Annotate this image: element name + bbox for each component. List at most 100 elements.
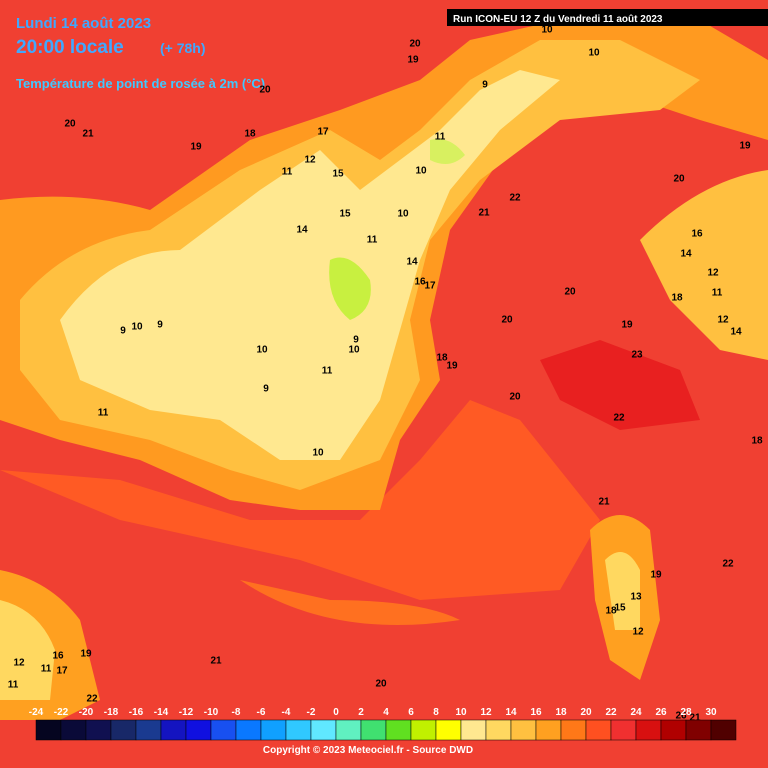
legend-swatch xyxy=(585,719,612,741)
contour-label: 20 xyxy=(64,119,76,130)
contour-label: 21 xyxy=(478,208,490,219)
legend-tick-label: 10 xyxy=(455,707,467,718)
legend-swatch xyxy=(385,719,412,741)
legend-swatch xyxy=(335,719,362,741)
date: Lundi 14 août 2023 xyxy=(16,15,151,32)
color-legend: -24 -22 -20 -18 -16 -14 -12 -10 -8 -6 -4 -2 0 2 4 6 8 10 1… xyxy=(29,707,737,741)
contour-label: 11 xyxy=(367,235,378,246)
contour-label: 16 xyxy=(414,277,426,288)
contour-label: 9 xyxy=(157,320,163,331)
legend-swatch xyxy=(360,719,387,741)
legend-swatch xyxy=(185,719,212,741)
contour-label: 26 xyxy=(675,711,687,722)
run-banner xyxy=(447,9,768,26)
legend-tick-label: 4 xyxy=(383,707,389,718)
contour-label: 17 xyxy=(424,281,436,292)
legend-tick-label: -14 xyxy=(154,707,169,718)
contour-label: 19 xyxy=(190,142,202,153)
contour-label: 11 xyxy=(712,288,723,299)
contour-label: 20 xyxy=(409,39,421,50)
contour-label: 16 xyxy=(52,651,64,662)
legend-swatch xyxy=(35,719,62,741)
contour-label: 21 xyxy=(210,656,222,667)
legend-tick-label: 0 xyxy=(333,707,339,718)
land xyxy=(430,139,465,164)
contour-label: 9 xyxy=(482,80,488,91)
legend-tick-label: 24 xyxy=(630,707,642,718)
land xyxy=(640,170,768,360)
contour-label: 12 xyxy=(304,155,316,166)
legend-tick-label: -8 xyxy=(232,707,241,718)
legend-swatch xyxy=(435,719,462,741)
contour-label: 10 xyxy=(415,166,427,177)
legend-tick-label: -18 xyxy=(104,707,119,718)
contour-label: 22 xyxy=(86,694,98,705)
legend-swatch xyxy=(235,719,262,741)
legend-tick-label: -22 xyxy=(54,707,69,718)
contour-label: 20 xyxy=(564,287,576,298)
legend-swatch xyxy=(260,719,287,741)
legend-swatch xyxy=(85,719,112,741)
legend-tick-label: 26 xyxy=(655,707,667,718)
legend-tick-label: 14 xyxy=(505,707,517,718)
land xyxy=(329,257,371,320)
contour-label: 23 xyxy=(631,350,643,361)
contour-label: 22 xyxy=(613,413,625,424)
contour-label: 10 xyxy=(348,345,360,356)
contour-label: 18 xyxy=(436,353,448,364)
land xyxy=(605,552,640,630)
legend-swatch xyxy=(635,719,662,741)
legend-swatch xyxy=(310,719,337,741)
contour-label: 10 xyxy=(131,322,143,333)
legend-tick-label: -24 xyxy=(29,707,44,718)
legend-swatch xyxy=(210,719,237,741)
contour-label: 16 xyxy=(691,229,703,240)
legend-tick-label: -4 xyxy=(282,707,291,718)
legend-swatch xyxy=(160,719,187,741)
contour-label: 15 xyxy=(339,209,351,220)
land xyxy=(60,70,560,460)
contour-label: 19 xyxy=(739,141,751,152)
legend-swatch xyxy=(110,719,137,741)
contour-label: 20 xyxy=(375,679,387,690)
contour-label: 14 xyxy=(296,225,308,236)
contour-label: 11 xyxy=(41,664,52,675)
sea-area xyxy=(240,580,460,625)
contour-label: 10 xyxy=(541,25,553,36)
contour-label: 20 xyxy=(673,174,685,185)
parameter: Température de point de rosée à 2m (°C) xyxy=(16,76,265,91)
contour-label: 9 xyxy=(353,335,359,346)
copyright: Copyright © 2023 Meteociel.fr - Source D… xyxy=(263,745,473,756)
legend-tick-label: -6 xyxy=(257,707,266,718)
contour-label: 17 xyxy=(56,666,68,677)
contour-label: 14 xyxy=(406,257,418,268)
legend-swatch xyxy=(560,719,587,741)
contour-label: 10 xyxy=(312,448,324,459)
legend-swatch xyxy=(510,719,537,741)
legend-tick-label: 20 xyxy=(580,707,592,718)
contour-label: 18 xyxy=(605,606,617,617)
contour-label: 11 xyxy=(322,366,333,377)
contour-label: 14 xyxy=(680,249,692,260)
legend-tick-label: 22 xyxy=(605,707,617,718)
legend-swatch xyxy=(460,719,487,741)
legend-swatch xyxy=(660,719,687,741)
contour-label: 10 xyxy=(397,209,409,220)
legend-tick-label: -12 xyxy=(179,707,194,718)
contour-label: 12 xyxy=(13,658,25,669)
legend-tick-label: 30 xyxy=(705,707,717,718)
legend-tick-label: -10 xyxy=(204,707,219,718)
contour-label: 13 xyxy=(630,592,642,603)
contour-label: 21 xyxy=(82,129,94,140)
contour-label: 10 xyxy=(256,345,268,356)
legend-tick-label: -20 xyxy=(79,707,94,718)
contour-label: 11 xyxy=(282,167,293,178)
legend-tick-label: 16 xyxy=(530,707,542,718)
contour-label: 11 xyxy=(8,680,19,691)
legend-swatch xyxy=(410,719,437,741)
legend-swatch xyxy=(610,719,637,741)
contour-label: 12 xyxy=(707,268,719,279)
contour-label: 22 xyxy=(509,193,521,204)
legend-swatch xyxy=(285,719,312,741)
